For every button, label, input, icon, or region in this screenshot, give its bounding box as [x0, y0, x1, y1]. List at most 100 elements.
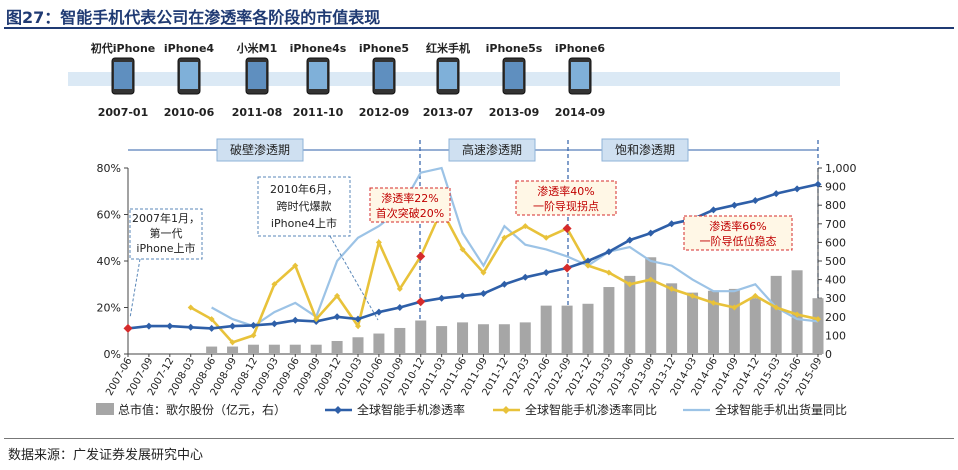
bar	[624, 275, 636, 354]
penetration-marker	[709, 206, 717, 214]
timeline-model-label: iPhone5	[359, 42, 409, 55]
penetration-marker	[542, 269, 550, 277]
highlight-point	[416, 251, 426, 261]
penetration-marker	[647, 229, 655, 237]
right-tick-label: 800	[825, 199, 846, 212]
bar	[227, 346, 239, 354]
timeline-date-label: 2007-01	[98, 106, 149, 119]
title-rule	[4, 27, 954, 29]
phase-label: 饱和渗透期	[615, 142, 675, 157]
source-note: 数据来源：广发证券发展研究中心	[8, 448, 204, 463]
penetration-marker	[793, 185, 801, 193]
phone-screen	[375, 62, 393, 89]
legend-label-shipment-yoy: 全球智能手机出货量同比	[715, 402, 847, 417]
penetration-marker	[521, 273, 529, 281]
left-tick-label: 0%	[104, 348, 121, 361]
phase-banner	[216, 138, 304, 162]
penetration-marker	[291, 316, 299, 324]
annotation-box-1	[129, 208, 203, 260]
right-tick-label: 700	[825, 218, 846, 231]
bar	[707, 290, 719, 354]
annotation-box-5	[683, 215, 793, 251]
penetration-yoy-marker	[585, 262, 591, 269]
penetration-marker	[333, 313, 341, 321]
page-title: 图27：智能手机代表公司在渗透率各阶段的市值表现	[6, 8, 381, 27]
penetration-yoy-marker	[187, 304, 194, 311]
penetration-marker	[500, 280, 508, 288]
phone-screen	[439, 62, 457, 89]
phone-screen	[309, 62, 327, 89]
bar	[373, 333, 385, 354]
penetration-yoy-marker	[522, 223, 529, 230]
phone-screen	[505, 62, 523, 89]
penetration-marker	[187, 323, 195, 331]
bar	[436, 326, 448, 354]
timeline-date-label: 2013-09	[489, 106, 540, 119]
penetration-yoy-marker	[229, 339, 236, 346]
highlight-point	[562, 263, 572, 273]
penetration-yoy-marker	[250, 332, 257, 339]
timeline-model-label: iPhone4	[164, 42, 215, 55]
penetration-yoy-marker	[271, 281, 278, 288]
penetration-marker	[459, 292, 467, 300]
bar	[477, 324, 489, 354]
right-tick-label: 500	[825, 255, 846, 268]
penetration-marker	[605, 248, 613, 256]
right-tick-label: 400	[825, 274, 846, 287]
right-tick-label: 200	[825, 311, 846, 324]
phone-screen	[180, 62, 198, 89]
penetration-marker	[814, 180, 822, 188]
footer-rule	[4, 438, 954, 439]
right-tick-label: 300	[825, 292, 846, 305]
penetration-yoy-marker	[773, 304, 780, 311]
penetration-yoy-marker	[396, 285, 403, 292]
penetration-yoy-marker	[501, 234, 508, 241]
timeline-date-label: 2010-06	[164, 106, 215, 119]
penetration-yoy-marker	[647, 276, 654, 283]
timeline-date-label: 2013-07	[423, 106, 474, 119]
penetration-marker	[668, 220, 676, 228]
bar	[331, 340, 343, 354]
bar	[206, 346, 218, 354]
penetration-yoy-marker	[313, 316, 320, 323]
penetration-yoy-marker	[605, 269, 612, 276]
penetration-marker	[438, 294, 446, 302]
bar	[352, 337, 364, 354]
timeline-model-label: 初代iPhone	[91, 41, 156, 55]
annotation-arrow-2	[329, 235, 379, 321]
penetration-marker	[772, 190, 780, 198]
annotation-text-3: 渗透率22%首次突破20%	[376, 191, 444, 220]
annotation-text-2: 2010年6月，跨时代爆款 iPhone4上市	[270, 182, 338, 230]
bar	[687, 292, 699, 354]
series-line-shipment-yoy	[211, 166, 818, 328]
penetration-yoy-marker	[815, 316, 821, 323]
penetration-yoy-marker	[375, 239, 382, 246]
left-tick-label: 80%	[97, 162, 121, 175]
penetration-marker	[730, 201, 738, 209]
bar	[749, 298, 761, 354]
legend-label-penetration: 全球智能手机渗透率	[357, 402, 465, 417]
penetration-yoy-marker	[731, 304, 738, 311]
annotation-text-5: 渗透率66%一阶导低位稳态	[700, 219, 777, 248]
penetration-marker	[751, 197, 759, 205]
left-tick-label: 60%	[97, 209, 121, 222]
bar	[415, 320, 427, 354]
penetration-marker	[270, 320, 278, 328]
timeline-model-label: iPhone5s	[486, 42, 543, 55]
penetration-marker	[145, 322, 153, 330]
bar	[289, 344, 301, 354]
timeline-model-label: 红米手机	[426, 41, 470, 55]
annotation-text-1: 2007年1月，第一代 iPhone上市	[132, 211, 200, 255]
bar	[728, 288, 740, 354]
right-tick-label: 1,000	[825, 162, 857, 175]
bar	[394, 327, 406, 354]
annotation-arrow-1	[129, 258, 141, 319]
penetration-yoy-marker	[334, 292, 341, 299]
bar	[666, 283, 678, 354]
legend-label-penetration-yoy: 全球智能手机渗透率同比	[525, 402, 657, 417]
legend-marker-penetration	[334, 406, 342, 414]
right-tick-label: 0	[825, 348, 832, 361]
phase-label: 破壁渗透期	[230, 142, 290, 157]
penetration-yoy-marker	[459, 246, 466, 253]
annotation-box-3	[369, 187, 451, 223]
